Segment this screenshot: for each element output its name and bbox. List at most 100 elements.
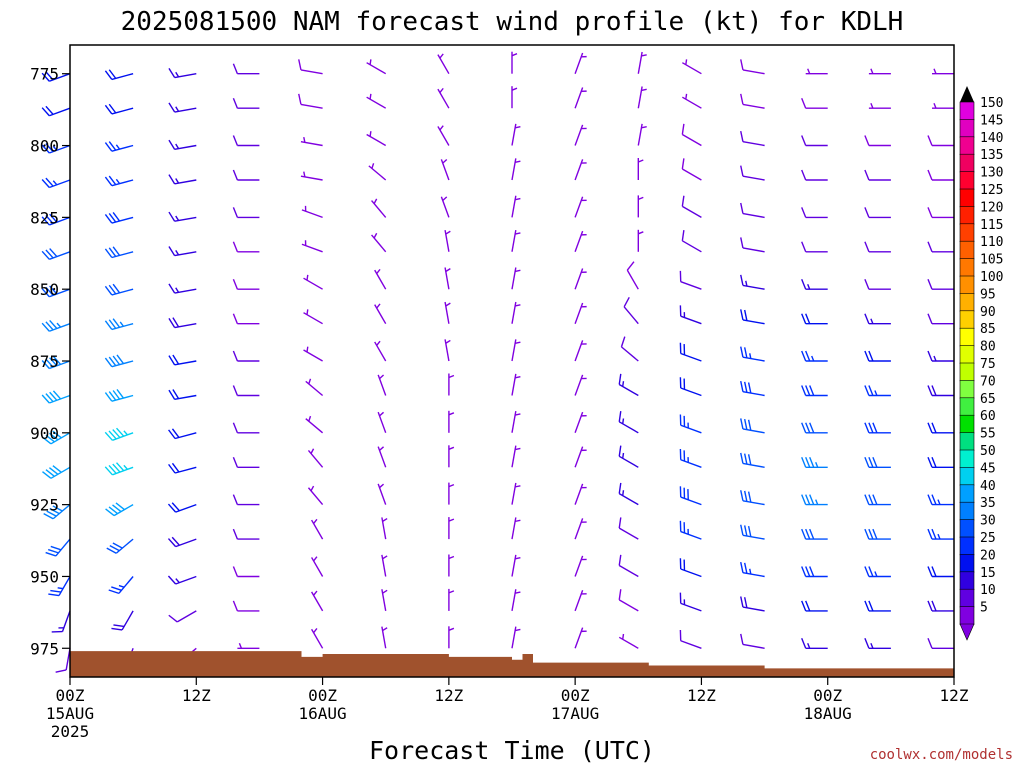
barb-full <box>45 358 54 368</box>
barb-half <box>371 163 375 169</box>
barb-full <box>43 513 54 520</box>
barb-full <box>171 536 180 546</box>
wind-barb <box>232 350 260 362</box>
wind-barb <box>681 123 702 147</box>
wind-barb <box>232 97 260 109</box>
wind-barb <box>381 626 388 649</box>
barb-staff <box>742 69 765 75</box>
barb-full <box>108 430 117 440</box>
barb-half <box>175 578 180 584</box>
wind-barb <box>801 278 828 290</box>
barb-full <box>927 566 933 577</box>
wind-barb <box>41 390 71 404</box>
barb-full <box>927 278 933 290</box>
barb-full <box>168 246 176 256</box>
barb-full <box>167 503 177 513</box>
barb-full <box>683 378 686 390</box>
colorbar-label: 60 <box>980 409 996 424</box>
barb-half <box>439 53 444 59</box>
barb-full <box>104 104 113 115</box>
barb-full <box>801 600 807 612</box>
barb-half <box>745 280 748 287</box>
barb-half <box>622 418 625 424</box>
credit-text: coolwx.com/models <box>870 747 1013 763</box>
wind-barb <box>511 411 521 433</box>
wind-barb <box>574 302 587 324</box>
wind-barb <box>574 52 587 74</box>
barb-full <box>927 207 933 218</box>
barb-full <box>45 143 54 153</box>
barb-full <box>232 457 239 468</box>
wind-barb <box>232 494 260 506</box>
wind-barb <box>42 430 71 445</box>
barb-full <box>168 174 176 185</box>
wind-barb <box>681 195 702 219</box>
wind-barb <box>574 268 587 290</box>
colorbar-segment <box>959 310 975 329</box>
wind-barb <box>168 389 197 401</box>
barb-half <box>685 93 688 100</box>
barb-full <box>864 278 870 290</box>
barb-full <box>45 434 55 443</box>
barb-full <box>41 250 50 260</box>
barb-full <box>740 561 744 573</box>
wind-barb <box>106 538 134 554</box>
barb-full <box>45 551 57 557</box>
barb-full <box>168 211 176 222</box>
wind-barb <box>511 626 521 649</box>
barb-full <box>740 490 744 501</box>
barb-half <box>687 457 689 463</box>
wind-barb <box>801 385 828 397</box>
colorbar-label: 135 <box>980 148 1003 163</box>
barb-full <box>172 389 180 399</box>
wind-barb <box>511 589 521 612</box>
barb-full <box>112 390 121 400</box>
barb-full <box>55 669 67 673</box>
barb-full <box>49 285 58 295</box>
barb-full <box>116 354 125 365</box>
barb-full <box>743 418 748 430</box>
terrain-fill <box>70 651 954 677</box>
barb-half <box>749 568 752 575</box>
wind-barb <box>511 158 521 181</box>
wind-barb <box>440 158 450 181</box>
colorbar-label: 145 <box>980 113 1003 128</box>
barb-half <box>175 143 180 149</box>
barb-full <box>168 355 176 366</box>
x-tick-label: 00Z <box>308 686 337 705</box>
wind-barb <box>511 195 521 218</box>
barb-full <box>49 391 58 401</box>
wind-barb <box>301 205 323 219</box>
wind-barb <box>801 494 828 506</box>
wind-barb <box>511 51 518 74</box>
wind-barb <box>681 59 702 75</box>
colorbar-segment <box>959 188 975 208</box>
wind-barb <box>618 445 639 468</box>
barb-half <box>123 430 128 436</box>
barb-half <box>514 197 521 201</box>
barb-full <box>298 93 302 105</box>
barb-half <box>313 518 318 524</box>
wind-barb <box>932 102 954 109</box>
wind-barb <box>618 517 639 540</box>
barb-full <box>927 638 933 649</box>
colorbar-segment <box>959 206 975 225</box>
barb-full <box>108 319 117 329</box>
barb-half <box>382 589 388 594</box>
wind-barb <box>104 283 134 296</box>
colorbar-segment <box>959 327 975 347</box>
wind-barb <box>801 241 828 253</box>
wind-barb <box>41 213 71 226</box>
colorbar-segment <box>959 449 975 469</box>
wind-barb <box>307 485 324 506</box>
barb-full <box>108 464 117 474</box>
barb-full <box>168 317 176 328</box>
wind-barb <box>801 600 828 612</box>
wind-barb <box>679 629 702 649</box>
barb-full <box>108 141 117 151</box>
wind-barb <box>437 87 450 109</box>
barb-half <box>514 160 521 163</box>
barb-full <box>801 457 807 468</box>
barb-full <box>743 309 748 321</box>
barb-half <box>175 215 180 221</box>
